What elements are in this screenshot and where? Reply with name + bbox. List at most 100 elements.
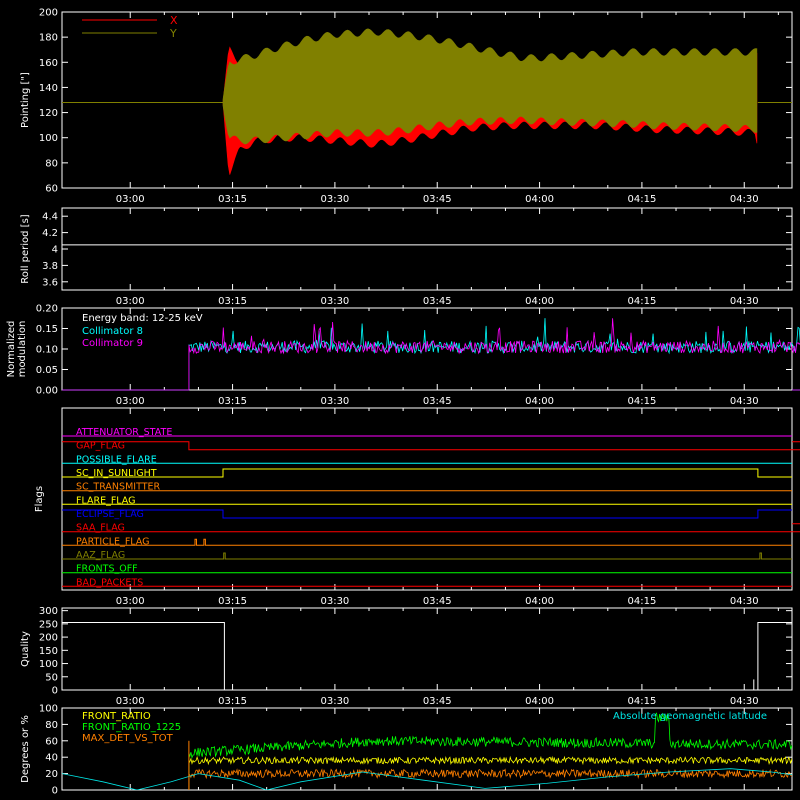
roll_period-xtick-label: 03:15 — [218, 296, 247, 307]
roll_period-ylabel: Roll period [s] — [20, 214, 31, 283]
flag-line-sc-in-sunlight — [62, 468, 792, 478]
flag-label-particle-flag: PARTICLE_FLAG — [76, 536, 149, 547]
pointing-xtick-label: 03:15 — [218, 194, 247, 205]
quality-xtick-label: 04:30 — [730, 696, 759, 707]
flag-label-possible-flare: POSSIBLE_FLARE — [76, 454, 157, 465]
flags-xtick-label: 03:15 — [218, 596, 247, 607]
modulation-ytick-label: 0.00 — [36, 386, 58, 397]
quality-line — [62, 622, 792, 691]
modulation-xtick-label: 04:15 — [627, 396, 656, 407]
pointing-plot — [62, 28, 792, 175]
flag-label-sc-transmitter: SC_TRANSMITTER — [76, 482, 161, 493]
ratios-ytick-label: 0 — [52, 786, 58, 797]
flags-xtick-label: 04:00 — [525, 596, 554, 607]
roll_period-ytick-label: 4.4 — [42, 212, 58, 223]
flags-frame — [61, 407, 793, 591]
quality-ytick-label: 100 — [39, 659, 58, 670]
flag-line-aaz-flag — [62, 552, 792, 560]
modulation-ytick-label: 0.15 — [36, 324, 58, 335]
quality-xtick-label: 03:45 — [423, 696, 452, 707]
energy-band-label: Energy band: 12-25 keV — [82, 313, 203, 324]
roll_period-ytick-label: 3.6 — [42, 277, 58, 288]
flags-xtick-label: 04:30 — [730, 596, 759, 607]
modulation-ytick-label: 0.05 — [36, 365, 58, 376]
ratios-frame — [61, 707, 793, 791]
modulation-xtick-label: 03:00 — [116, 396, 145, 407]
ratios-ytick-label: 20 — [45, 769, 58, 780]
flag-label-aaz-flag: AAZ_FLAG — [76, 550, 125, 561]
pointing-xtick-label: 04:00 — [525, 194, 554, 205]
panel-roll_period: 03:00 03:15 03:30 03:45 04:00 04:15 04:30 3.6 3.… — [20, 207, 793, 307]
panel-ratios: 0 20 40 60 80 100 Degrees or % FRONT_RATIOFRONT… — [20, 704, 793, 797]
modulation-ytick-label: 0.10 — [36, 345, 58, 356]
series-front-ratio — [188, 755, 792, 790]
legend-label-front-ratio-1225: FRONT_RATIO_1225 — [82, 722, 181, 733]
legend-label-collimator-9: Collimator 9 — [82, 338, 143, 349]
roll_period-xtick-label: 03:45 — [423, 296, 452, 307]
series-y — [222, 28, 758, 145]
flags-xtick-label: 03:30 — [320, 596, 349, 607]
modulation-xtick-label: 04:30 — [730, 396, 759, 407]
pointing-xtick-label: 04:15 — [627, 194, 656, 205]
pointing-legend: XY — [82, 14, 178, 40]
legend-label-y: Y — [169, 27, 177, 40]
ratios-ylabel: Degrees or % — [20, 715, 31, 783]
panel-quality: 03:00 03:15 03:30 03:45 04:00 04:15 04:30 0 50 10… — [20, 606, 793, 707]
ratios-plot — [62, 712, 792, 790]
modulation-ylabel: modulation — [17, 321, 28, 378]
flag-label-saa-flag: SAA_FLAG — [76, 523, 125, 534]
pointing-frame — [61, 11, 793, 189]
series-collimator-9 — [62, 318, 800, 391]
quality-ytick-label: 0 — [52, 686, 58, 697]
pointing-ytick-label: 60 — [45, 184, 58, 195]
roll_period-ytick-label: 3.8 — [42, 261, 58, 272]
modulation-xtick-label: 03:30 — [320, 396, 349, 407]
quality-ytick-label: 150 — [39, 646, 58, 657]
legend-label-max-det-vs-tot: MAX_DET_VS_TOT — [82, 733, 174, 744]
series-collimator-8 — [62, 318, 800, 391]
flag-label-bad-packets: BAD_PACKETS — [76, 577, 143, 588]
flag-label-sc-in-sunlight: SC_IN_SUNLIGHT — [76, 468, 157, 479]
modulation-xtick-label: 03:15 — [218, 396, 247, 407]
pointing-ytick-label: 200 — [39, 8, 58, 19]
ratios-ytick-label: 80 — [45, 720, 58, 731]
series-max-det-vs-tot — [188, 768, 792, 790]
legend-label-x: X — [170, 14, 178, 27]
pointing-xtick-label: 03:00 — [116, 194, 145, 205]
flag-line-saa-flag — [62, 523, 800, 533]
roll_period-xtick-label: 04:15 — [627, 296, 656, 307]
pointing-ytick-label: 160 — [39, 58, 58, 69]
modulation-xtick-label: 03:45 — [423, 396, 452, 407]
panel-modulation: 03:00 03:15 03:30 03:45 04:00 04:15 04:30 0.00 0… — [6, 304, 800, 407]
pointing-ylabel: Pointing ["] — [20, 72, 31, 128]
ratios-ytick-label: 60 — [45, 736, 58, 747]
quality-xtick-label: 03:30 — [320, 696, 349, 707]
modulation-ytick-label: 0.20 — [36, 304, 58, 315]
series-absolute-geomagnetic-latitude — [62, 768, 792, 790]
pointing-ytick-label: 180 — [39, 33, 58, 44]
legend-label-front-ratio: FRONT_RATIO — [82, 711, 151, 722]
flags-xtick-label: 03:45 — [423, 596, 452, 607]
pointing-xtick-label: 03:30 — [320, 194, 349, 205]
panel-flags: 03:00 03:15 03:30 03:45 04:00 04:15 04:30 Flags… — [34, 407, 800, 607]
quality-ytick-label: 200 — [39, 633, 58, 644]
pointing-ytick-label: 80 — [45, 158, 58, 169]
quality-xtick-label: 04:00 — [525, 696, 554, 707]
flag-line-particle-flag — [62, 538, 792, 546]
quality-ytick-label: 250 — [39, 619, 58, 630]
quality-ylabel: Quality — [20, 631, 31, 667]
flag-label-gap-flag: GAP_FLAG — [76, 441, 125, 452]
ratios-ytick-label: 100 — [39, 704, 58, 715]
legend-label-collimator-8: Collimator 8 — [82, 326, 143, 337]
quality-xtick-label: 03:00 — [116, 696, 145, 707]
pointing-ytick-label: 100 — [39, 133, 58, 144]
roll_period-xtick-label: 04:30 — [730, 296, 759, 307]
ratios-ytick-label: 40 — [45, 753, 58, 764]
modulation-xtick-label: 04:00 — [525, 396, 554, 407]
roll_period-ytick-label: 4 — [52, 245, 58, 256]
roll_period-xtick-label: 03:30 — [320, 296, 349, 307]
flag-label-eclipse-flag: ECLIPSE_FLAG — [76, 509, 144, 520]
flag-line-eclipse-flag — [62, 509, 792, 519]
quality-ytick-label: 300 — [39, 606, 58, 617]
